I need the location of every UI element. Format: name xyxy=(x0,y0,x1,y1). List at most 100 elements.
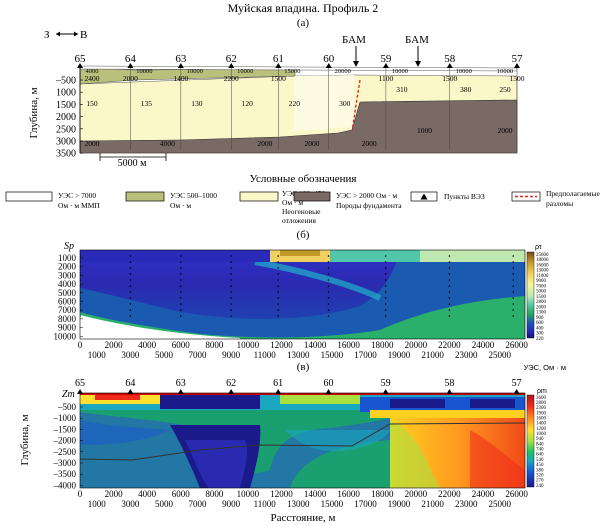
svg-text:УЭС > 2000 Ом · м: УЭС > 2000 Ом · м xyxy=(336,191,397,200)
colorbar-tick: 5000 xyxy=(536,290,547,295)
x-tick-label: 6000 xyxy=(172,340,191,350)
neogene-value: 380 xyxy=(460,85,472,94)
y-tick-label: 2000 xyxy=(56,112,76,123)
panel-b-heatmap xyxy=(80,250,525,339)
station-label: 57 xyxy=(512,378,522,389)
top-resistivity-value: 10000 xyxy=(136,68,152,75)
colorbar-tick: 380 xyxy=(536,468,544,473)
legend-item-overburden: УЭС 500–1000 Ом · м xyxy=(125,191,217,210)
x-tick-label: 13000 xyxy=(287,499,310,509)
overburden-value: 1500 xyxy=(271,74,286,83)
x-tick-label: 26000 xyxy=(505,340,528,350)
svg-text:разломы: разломы xyxy=(546,199,573,208)
svg-text:Ом · м: Ом · м xyxy=(282,198,303,207)
x-tick-label: 17000 xyxy=(354,499,377,509)
panel-a-section: 4000240015010000200013510000140013010000… xyxy=(77,63,525,154)
overburden-value: 1500 xyxy=(442,74,457,83)
y-tick-label: 6000 xyxy=(58,297,77,307)
x-tick-label: 19000 xyxy=(388,350,411,360)
svg-text:УЭС 500–1000: УЭС 500–1000 xyxy=(170,191,217,200)
colorbar-tick: 1900 xyxy=(536,411,547,416)
ves-point-marker xyxy=(382,63,389,68)
y-tick-label: –1000 xyxy=(53,413,77,423)
colorbar-tick: 240 xyxy=(536,484,544,489)
station-label: 61 xyxy=(273,53,284,65)
neogene-value: 220 xyxy=(289,99,301,108)
x-tick-label: 7000 xyxy=(189,350,208,360)
basement-layer xyxy=(79,99,518,154)
ves-point-marker xyxy=(446,63,453,68)
x-tick-label: 24000 xyxy=(472,489,495,499)
top-resistivity-value: 10000 xyxy=(497,68,513,75)
direction-indicator: З В xyxy=(44,29,87,41)
ves-point-marker xyxy=(127,63,134,68)
x-tick-label: 5000 xyxy=(155,350,174,360)
y-tick-label: 3000 xyxy=(58,270,77,280)
x-tick-label: 15000 xyxy=(321,499,344,509)
colorbar-tick: 740 xyxy=(536,448,544,453)
y-tick-label: 5000 xyxy=(58,288,77,298)
colorbar-tick: 940 xyxy=(536,437,544,442)
station-label: 65 xyxy=(75,378,85,389)
ves-point-marker xyxy=(275,63,282,68)
panel-c-axes: Zm 65 64 63 62 61 60 59 58 57 –500–1000–1500 –200… xyxy=(19,378,528,524)
x-tick-label: 9000 xyxy=(222,499,241,509)
y-tick-label: –500 xyxy=(57,402,77,412)
station-label: 58 xyxy=(444,53,456,65)
x-tick-label: 19000 xyxy=(388,499,411,509)
x-tick-label: 20000 xyxy=(405,489,428,499)
legend: Условные обозначения УЭС > 7000 Ом · м М… xyxy=(5,173,600,225)
x-tick-label: 0 xyxy=(78,489,83,499)
basement-value: 4000 xyxy=(160,139,175,148)
y-tick-label: –500 xyxy=(55,76,76,87)
x-tick-label: 21000 xyxy=(421,350,444,360)
y-tick-label: 4000 xyxy=(58,279,77,289)
ves-point-marker xyxy=(127,389,134,394)
station-label: 58 xyxy=(444,378,454,389)
x-tick-label: 3000 xyxy=(121,499,140,509)
panel-a-label: (а) xyxy=(297,17,310,29)
y-tick-label: –2000 xyxy=(53,436,77,446)
colorbar-tick: 840 xyxy=(536,442,544,447)
top-resistivity-value: 20000 xyxy=(335,68,351,75)
ves-point-marker xyxy=(228,389,235,394)
ves-point-marker xyxy=(228,63,235,68)
svg-text:БАМ: БАМ xyxy=(342,34,366,46)
colorbar-tick: 1400 xyxy=(536,422,547,427)
overburden-value: 1100 xyxy=(379,74,394,83)
colorbar-tick: 300 xyxy=(536,332,544,337)
colorbar-tick: 11000 xyxy=(536,274,549,279)
colorbar-tick: 600 xyxy=(536,321,544,326)
neogene-value: 310 xyxy=(396,85,408,94)
station-label: 62 xyxy=(226,53,237,65)
west-label: З xyxy=(44,29,50,41)
colorbar-tick: 2800 xyxy=(536,300,547,305)
colorbar-tick: 2000 xyxy=(536,305,547,310)
x-tick-label: 10000 xyxy=(237,340,260,350)
ves-point-marker xyxy=(446,389,453,394)
legend-item-permafrost: УЭС > 7000 Ом · м ММП xyxy=(5,191,100,210)
panel-c-colorbar: ρm 3600280023001900160014001200106094084… xyxy=(526,388,547,489)
ves-point-marker xyxy=(513,389,520,394)
x-tick-label: 21000 xyxy=(421,499,444,509)
x-tick-label: 25000 xyxy=(489,350,512,360)
ves-point-marker xyxy=(177,63,184,68)
x-tick-label: 14000 xyxy=(304,340,327,350)
x-tick-label: 18000 xyxy=(371,489,394,499)
ves-point-marker xyxy=(325,63,332,68)
x-tick-label: 17000 xyxy=(354,350,377,360)
station-label: 60 xyxy=(324,378,334,389)
station-label: 63 xyxy=(175,53,187,65)
units-label: УЭС, Ом · м xyxy=(524,363,566,372)
y-tick-label: 1500 xyxy=(56,100,76,111)
panel-c-ylabel: Глубина, м xyxy=(19,414,31,465)
ves-point-marker xyxy=(325,389,332,394)
svg-text:ρτ: ρτ xyxy=(535,244,542,251)
panel-c-xlabel: Расстояние, м xyxy=(271,512,336,524)
basement-value: 2000 xyxy=(257,139,272,148)
bam-marker-2: БАМ xyxy=(405,34,429,67)
bam-marker-1: БАМ xyxy=(342,34,366,67)
y-tick-label: –3500 xyxy=(53,469,77,479)
colorbar-tick: 220 xyxy=(536,337,544,342)
